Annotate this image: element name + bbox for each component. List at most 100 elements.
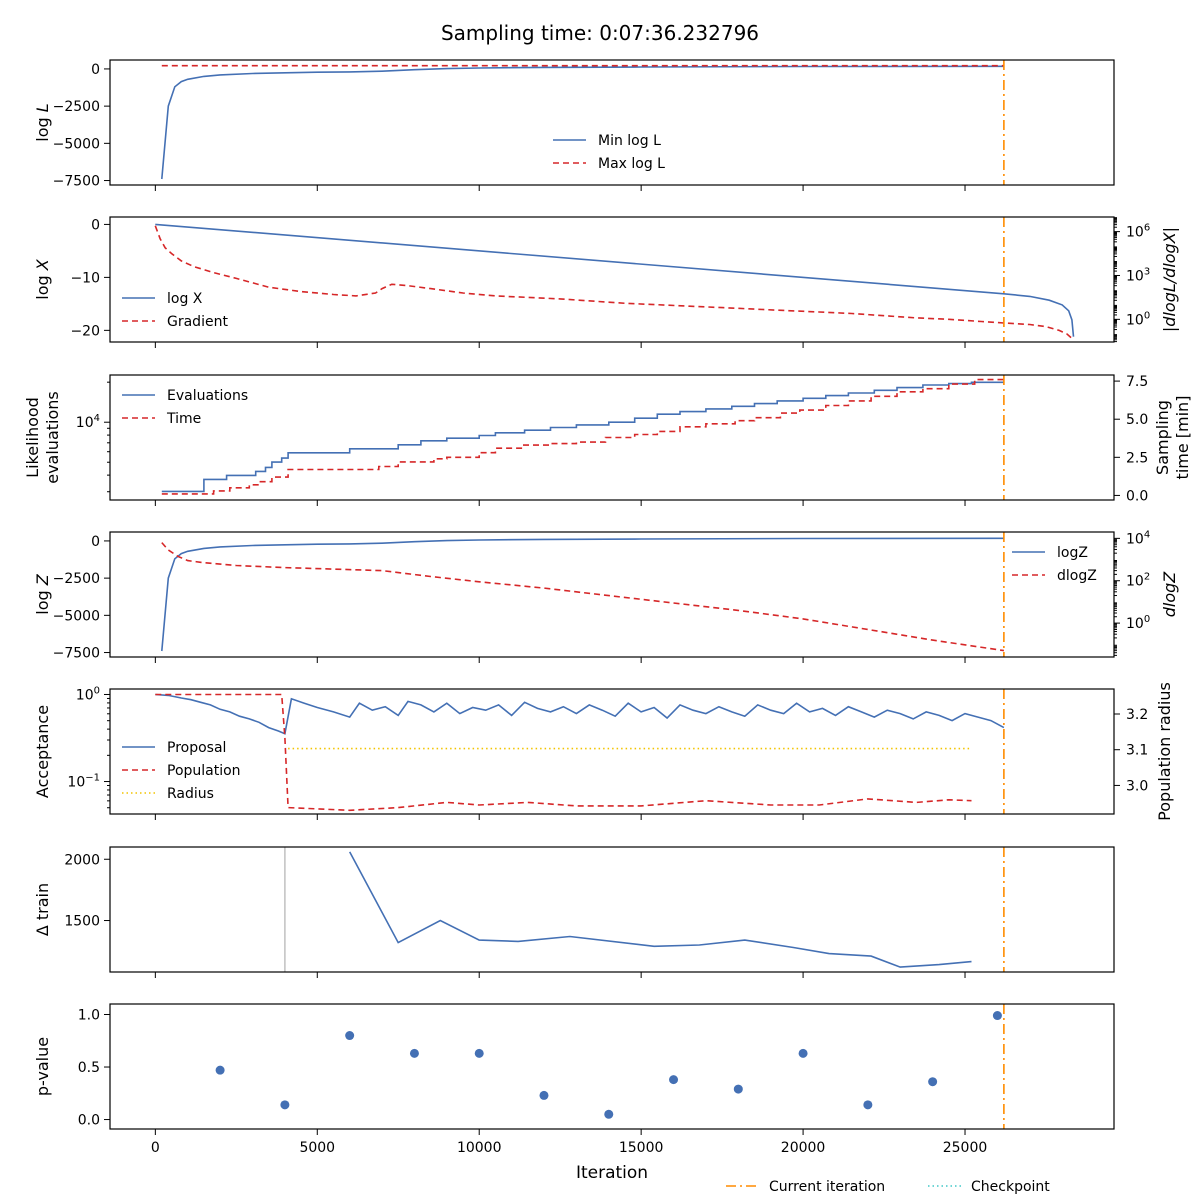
- y-tick-label: −7500: [53, 646, 100, 662]
- y-tick-label: −20: [70, 323, 100, 339]
- data-point: [669, 1075, 679, 1085]
- right-tick-label: 106: [1126, 223, 1150, 241]
- series-evaluations: [161, 381, 1004, 493]
- panel-frame: [109, 846, 1115, 973]
- y-axis-label: log Z: [33, 573, 52, 614]
- data-point: [215, 1065, 225, 1075]
- y-tick-label-exponent: 4: [94, 413, 100, 424]
- y-tick-label: 10−1: [67, 773, 100, 791]
- right-tick-label: 3.2: [1126, 707, 1148, 723]
- y-axis-label-var: L: [33, 103, 52, 112]
- footer-legend: Current iteration Checkpoint: [726, 1179, 1050, 1195]
- right-tick-label-exponent: 6: [1144, 223, 1150, 234]
- right-tick-label-exponent: 3: [1144, 266, 1150, 277]
- right-tick-label: 5.0: [1126, 412, 1148, 428]
- y-tick-label: −7500: [53, 174, 100, 190]
- legend-label: Radius: [167, 786, 214, 802]
- legend-label: Evaluations: [167, 388, 248, 404]
- y-tick-label-exponent: 0: [94, 685, 100, 696]
- right-tick-label-base: 10: [1126, 268, 1144, 284]
- panel-logl: 0 −2500 −5000 −7500 log L Min log L Max log L: [33, 59, 1115, 191]
- y-axis-label: log L: [33, 103, 52, 141]
- x-axis-label: Iteration: [576, 1163, 648, 1183]
- data-point: [604, 1109, 614, 1119]
- right-tick-label: 104: [1126, 529, 1150, 547]
- legend-label: Time: [166, 411, 201, 427]
- y-tick-label: 2000: [64, 852, 100, 868]
- y-axis-label: Acceptance: [33, 705, 52, 798]
- y-axis-label-prefix: log: [33, 270, 52, 299]
- x-tick-label: 25000: [943, 1140, 988, 1156]
- right-tick-label: 7.5: [1126, 374, 1148, 390]
- y-tick-label: 1500: [64, 914, 100, 930]
- right-tick-label: 3.1: [1126, 743, 1148, 759]
- panel-frame: [109, 216, 1115, 343]
- y-tick-label: −10: [70, 270, 100, 286]
- series-population: [155, 693, 972, 812]
- panel-delta: 2000 1500 Δ train: [33, 846, 1115, 978]
- right-axis-label: time [min]: [1173, 396, 1192, 480]
- y-tick-label: 104: [76, 413, 100, 431]
- y-tick-label: −5000: [53, 608, 100, 624]
- y-axis-label: Δ train: [33, 883, 52, 936]
- legend-label: Gradient: [167, 314, 228, 330]
- y-tick-label-base: 10: [76, 687, 94, 703]
- series-gradient: [154, 225, 1075, 341]
- panel-frame: [109, 59, 1115, 186]
- right-tick-label: 3.0: [1126, 778, 1148, 794]
- right-tick-label: 102: [1126, 572, 1150, 590]
- y-axis-label-var: X: [33, 258, 52, 271]
- data-point: [280, 1100, 290, 1110]
- legend-label: dlogZ: [1057, 568, 1097, 584]
- panel-frame: [109, 688, 1115, 815]
- y-tick-label: 0: [91, 217, 100, 233]
- right-tick-label: 100: [1126, 614, 1150, 632]
- series-time: [161, 378, 1004, 495]
- x-tick-label: 15000: [619, 1140, 664, 1156]
- right-tick-label-exponent: 0: [1144, 614, 1150, 625]
- series-train: [348, 851, 972, 968]
- x-tick-label: 20000: [781, 1140, 826, 1156]
- y-tick-label: 0.5: [78, 1060, 100, 1076]
- data-point: [474, 1048, 484, 1058]
- y-axis-label: Likelihood: [23, 397, 42, 478]
- y-tick-label-exponent: −1: [85, 773, 100, 784]
- y-tick-label: 1.0: [78, 1008, 100, 1024]
- data-point: [539, 1090, 549, 1100]
- series-proposal: [155, 693, 1005, 735]
- legend-label: logZ: [1057, 545, 1088, 561]
- y-tick-label: −2500: [53, 571, 100, 587]
- series-min-log-l: [161, 65, 1004, 180]
- right-axis-label: |dlogL/dlogX|: [1160, 227, 1179, 332]
- panel-pvalue: 0.0 0.5 1.0 0 5000 10000 15000 20000 25000 p-valu…: [33, 1003, 1115, 1156]
- y-tick-label: 0.0: [78, 1113, 100, 1129]
- data-point: [345, 1031, 355, 1041]
- right-tick-label-base: 10: [1126, 574, 1144, 590]
- y-axis-label: log X: [33, 258, 52, 299]
- y-axis-label: evaluations: [43, 391, 62, 484]
- y-tick-label-base: 10: [67, 775, 85, 791]
- panel-frame: [109, 1003, 1115, 1130]
- right-tick-label-exponent: 2: [1144, 572, 1150, 583]
- right-tick-label: 2.5: [1126, 450, 1148, 466]
- legend-label: log X: [167, 291, 203, 307]
- y-tick-label: −5000: [53, 136, 100, 152]
- y-tick-label: 100: [76, 685, 100, 703]
- panel-evals: 104 0.0 2.5 5.0 7.5 Likelihood evaluations Samp…: [23, 374, 1192, 506]
- right-tick-label-base: 10: [1126, 225, 1144, 241]
- y-tick-label-base: 10: [76, 415, 94, 431]
- data-point: [409, 1048, 419, 1058]
- footer-legend-label: Checkpoint: [971, 1179, 1050, 1195]
- right-tick-label-base: 10: [1126, 616, 1144, 632]
- legend-label: Max log L: [598, 156, 665, 172]
- y-axis-label: p-value: [33, 1037, 52, 1096]
- right-tick-label: 103: [1126, 266, 1150, 284]
- y-tick-label: 0: [91, 534, 100, 550]
- panel-frame: [109, 374, 1115, 501]
- y-axis-label-prefix: log: [33, 112, 52, 141]
